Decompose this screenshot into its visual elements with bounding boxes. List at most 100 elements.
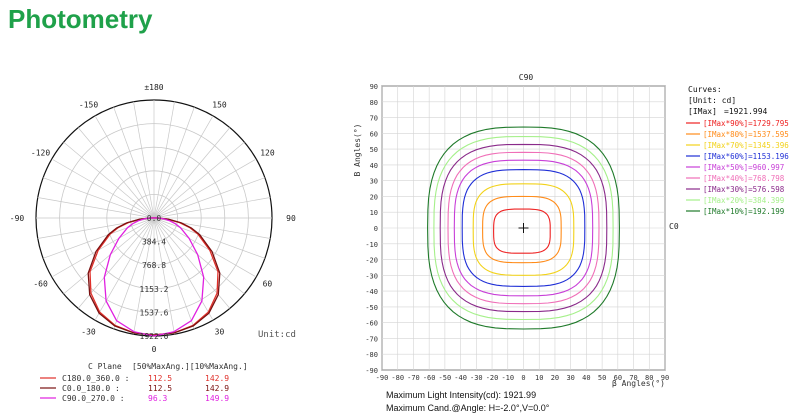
polar-legend-series-name: C90.0_270.0 :	[62, 394, 125, 403]
polar-spoke	[42, 177, 155, 219]
polar-spoke	[51, 217, 155, 278]
polar-spoke	[153, 217, 175, 335]
polar-chart: ±180 -150 150 -120 120 -90 90 -60 60 -30 30 0 0.0 384…	[10, 83, 296, 403]
polar-spoke	[153, 127, 231, 219]
contour-y-tick-label: -80	[365, 351, 378, 359]
max-intensity-text: Maximum Light Intensity(cd): 1921.99	[386, 390, 536, 400]
polar-radial-tick-label: 1153.2	[140, 285, 169, 294]
polar-legend-tenth-angle: 142.9	[205, 384, 229, 393]
polar-legend-header-values: [50%MaxAng.][10%MaxAng.]	[132, 362, 248, 371]
polar-spoke	[153, 115, 214, 219]
polar-spoke	[63, 141, 155, 219]
contour-x-tick-label: -90	[376, 374, 389, 382]
polar-legend-half-angle: 112.5	[148, 374, 172, 383]
polar-legend-series-name: C180.0_360.0 :	[62, 374, 129, 383]
polar-spoke	[153, 106, 195, 219]
polar-spoke	[153, 217, 266, 259]
polar-spoke	[94, 217, 155, 321]
contour-plot-area	[381, 85, 666, 371]
contour-y-tick-label: -20	[365, 257, 378, 265]
polar-angle-label: -120	[31, 149, 50, 158]
polar-spoke	[51, 158, 155, 219]
polar-legend-half-angle: 96.3	[148, 394, 167, 403]
contour-x-tick-label: -40	[454, 374, 467, 382]
polar-radial-tick-label: 384.4	[142, 238, 166, 247]
contour-x-tick-label: 90	[661, 374, 669, 382]
contour-y-tick-label: 30	[370, 178, 378, 186]
contour-y-tick-label: -50	[365, 304, 378, 312]
contour-x-tick-label: -80	[391, 374, 404, 382]
polar-angle-label: -150	[79, 101, 98, 110]
polar-radial-tick-label: 1537.6	[140, 308, 169, 317]
contour-legend-title: Curves:	[688, 85, 722, 94]
contour-legend-imax-label: [IMax]	[688, 107, 717, 116]
polar-center-label: 0.0	[147, 214, 162, 223]
contour-legend-imax-value: =1921.994	[724, 107, 768, 116]
contour-legend: Curves: [Unit: cd] [IMax] =1921.994 [IMax*90…	[686, 85, 789, 216]
polar-series-curve	[103, 217, 205, 337]
polar-legend: C Plane [50%MaxAng.][10%MaxAng.]C180.0_36…	[40, 362, 248, 403]
contour-legend-level-label: [IMax*70%]=1345.396	[703, 141, 789, 150]
contour-y-tick-label: -40	[365, 288, 378, 296]
polar-legend-tenth-angle: 149.9	[205, 394, 229, 403]
contour-right-label: C0	[669, 222, 679, 231]
polar-spoke	[153, 141, 245, 219]
contour-y-tick-label: 40	[370, 162, 378, 170]
polar-spoke	[113, 217, 155, 330]
contour-legend-level-label: [IMax*20%]=384.399	[703, 196, 784, 205]
polar-spoke	[63, 217, 155, 295]
contour-title: C90	[519, 73, 534, 82]
contour-x-tick-label: 20	[551, 374, 559, 382]
contour-legend-level-label: [IMax*50%]=960.997	[703, 163, 784, 172]
polar-angle-label: 150	[212, 101, 227, 110]
polar-spoke	[153, 217, 245, 295]
contour-x-tick-label: -20	[486, 374, 499, 382]
polar-spoke	[94, 115, 155, 219]
contour-iso-line	[427, 126, 620, 330]
polar-spoke	[113, 106, 155, 219]
contour-x-tick-label: 50	[598, 374, 606, 382]
polar-spoke	[42, 217, 155, 259]
polar-angle-label: -30	[81, 327, 96, 336]
polar-angle-label: -90	[10, 214, 25, 223]
contour-iso-line	[439, 143, 608, 313]
contour-legend-unit: [Unit: cd]	[688, 96, 736, 105]
polar-spoke	[133, 217, 155, 335]
contour-y-tick-label: -60	[365, 320, 378, 328]
contour-legend-level-label: [IMax*60%]=1153.196	[703, 152, 789, 161]
contour-x-tick-label: 40	[582, 374, 590, 382]
contour-x-tick-label: 0	[521, 374, 525, 382]
contour-iso-line	[433, 135, 614, 321]
polar-angle-label: ±180	[144, 83, 163, 92]
polar-angle-label: 0	[152, 345, 157, 354]
contour-x-tick-label: 30	[566, 374, 574, 382]
contour-y-tick-label: 20	[370, 193, 378, 201]
max-angle-text: Maximum Cand.@Angle: H=-2.0°,V=0.0°	[386, 403, 550, 413]
contour-iso-line	[482, 195, 562, 264]
contour-legend-level-label: [IMax*80%]=1537.595	[703, 130, 789, 139]
polar-spoke	[37, 197, 155, 219]
polar-angle-label: -60	[33, 279, 48, 288]
contour-x-tick-label: -70	[407, 374, 420, 382]
polar-angle-label: 30	[215, 327, 225, 336]
polar-legend-header-plane: C Plane	[88, 362, 122, 371]
contour-iso-line	[493, 208, 551, 254]
contour-x-tick-label: 70	[629, 374, 637, 382]
polar-spoke	[153, 217, 214, 321]
contour-iso-line	[453, 159, 594, 297]
contour-axes: -90 -80 -70 -60 -50 -40 -30 -20 -10 0 10 20 30 40 50 60…	[365, 83, 669, 382]
contour-iso-line	[447, 151, 600, 305]
polar-spoke	[153, 177, 266, 219]
polar-curves	[87, 217, 221, 337]
contour-y-tick-label: 0	[374, 225, 378, 233]
polar-unit-label: Unit:cd	[258, 330, 296, 340]
contour-y-tick-label: 80	[370, 99, 378, 107]
contour-legend-level-label: [IMax*90%]=1729.795	[703, 119, 789, 128]
contour-x-tick-label: -60	[423, 374, 436, 382]
contour-curves	[427, 126, 620, 330]
contour-legend-level-label: [IMax*10%]=192.199	[703, 207, 784, 216]
contour-legend-level-label: [IMax*40%]=768.798	[703, 174, 785, 183]
polar-spoke	[153, 217, 257, 278]
polar-angle-label: 60	[263, 279, 273, 288]
polar-labels: ±180 -150 150 -120 120 -90 90 -60 60 -30 30 0 0.0 384…	[10, 83, 296, 354]
